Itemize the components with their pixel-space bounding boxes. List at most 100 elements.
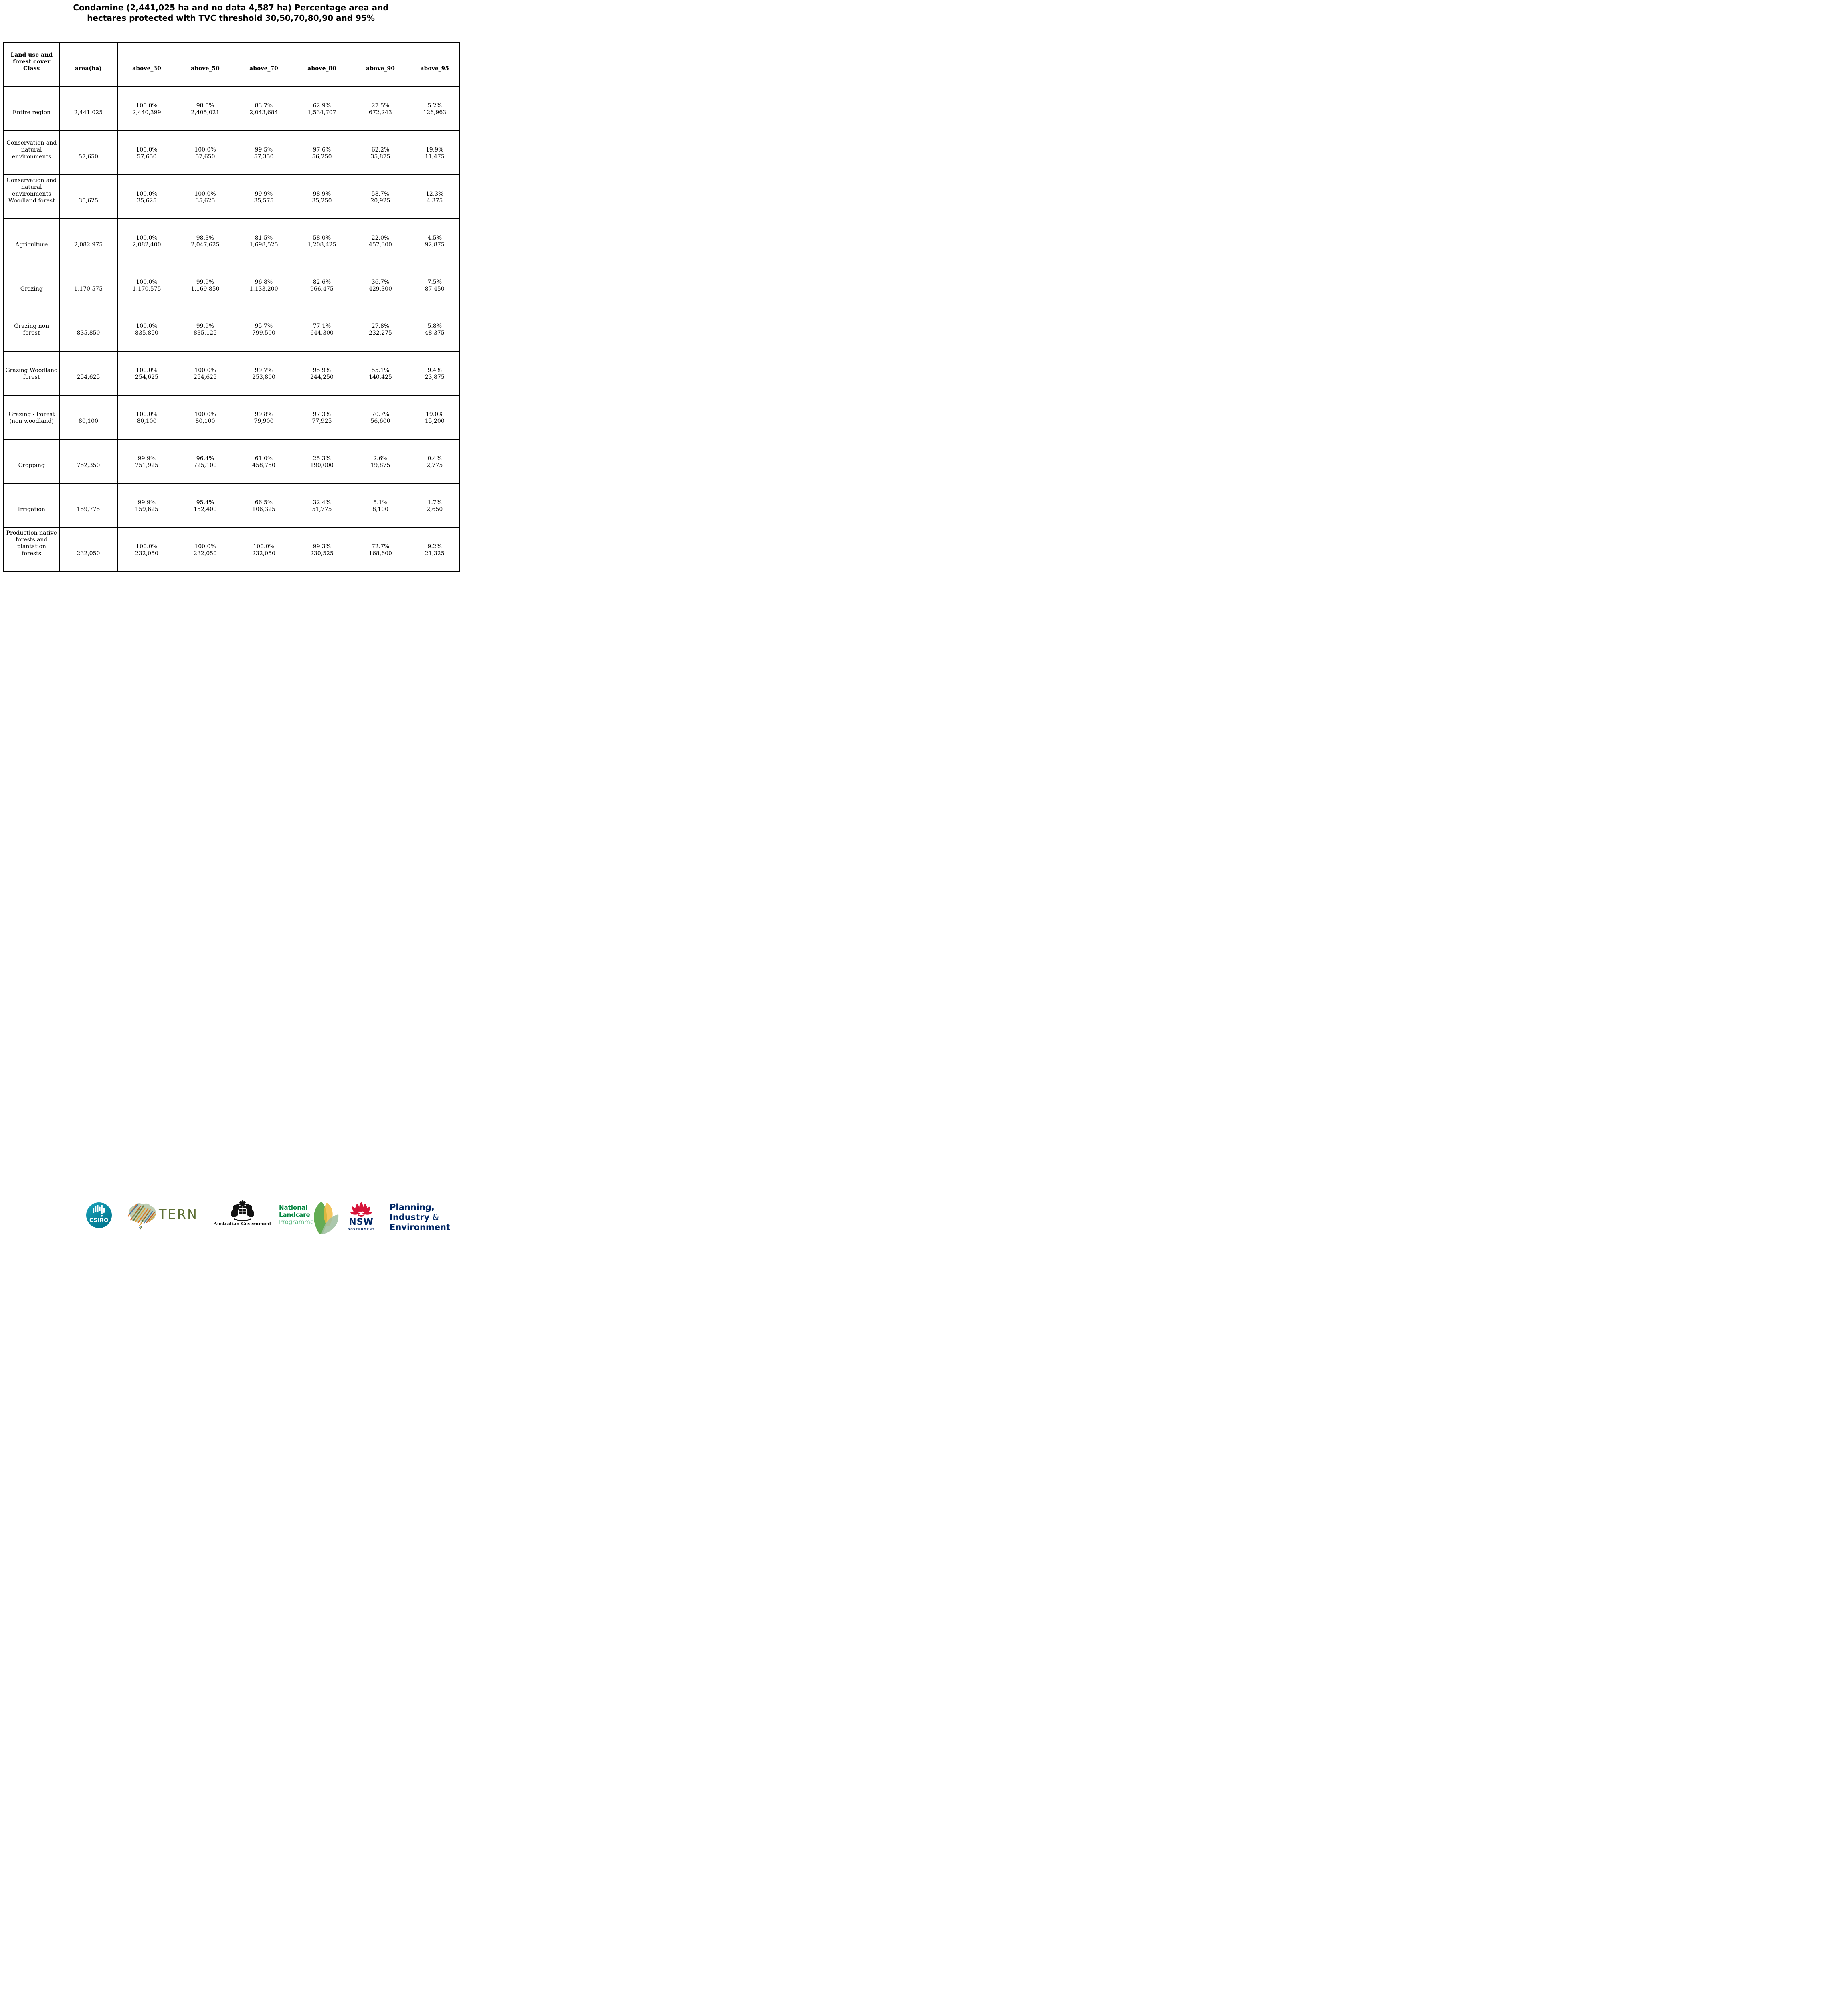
value-cell: 55.1% 140,425 bbox=[350, 351, 410, 396]
ha-value: 458,750 bbox=[252, 462, 275, 469]
class-cell: Conservation and natural environments Woodl… bbox=[3, 174, 60, 219]
table-row: Production native forests and plantation fo… bbox=[3, 527, 460, 572]
value-cell: 99.9% 35,575 bbox=[234, 174, 293, 219]
area-cell: 232,050 bbox=[59, 527, 118, 572]
value-cell: 97.6% 56,250 bbox=[293, 130, 351, 175]
ha-value: 230,525 bbox=[310, 550, 334, 557]
area-cell: 35,625 bbox=[59, 174, 118, 219]
table-row: Cropping 752,350 99.9% 751,925 96.4% 725,100 6… bbox=[3, 439, 460, 484]
ha-value: 79,900 bbox=[254, 418, 274, 424]
pct-value: 62.2% bbox=[371, 147, 390, 153]
value-cell: 99.9% 751,925 bbox=[117, 439, 176, 484]
pct-value: 22.0% bbox=[371, 235, 390, 241]
ha-value: 35,575 bbox=[254, 198, 274, 204]
ha-value: 429,300 bbox=[369, 286, 392, 292]
pct-value: 100.0% bbox=[194, 543, 216, 550]
class-line: Production native bbox=[6, 530, 57, 536]
table-row: Entire region 2,441,025 100.0% 2,440,399 98.… bbox=[3, 86, 460, 131]
pct-value: 98.5% bbox=[196, 103, 214, 109]
value-cell: 7.5% 87,450 bbox=[410, 263, 460, 307]
table-row: Grazing Woodland forest 254,625 100.0% 254,6… bbox=[3, 351, 460, 396]
pct-value: 99.8% bbox=[255, 411, 273, 418]
pct-value: 96.8% bbox=[255, 279, 273, 285]
value-cell: 2.6% 19,875 bbox=[350, 439, 410, 484]
pct-value: 72.7% bbox=[371, 543, 390, 550]
area-cell: 254,625 bbox=[59, 351, 118, 396]
class-line: plantation bbox=[17, 543, 46, 550]
tern-label: TERN bbox=[159, 1206, 198, 1222]
pct-value: 100.0% bbox=[136, 323, 158, 329]
ha-value: 644,300 bbox=[310, 330, 334, 336]
pct-value: 100.0% bbox=[253, 543, 275, 550]
value-cell: 4.5% 92,875 bbox=[410, 218, 460, 263]
ha-value: 57,650 bbox=[195, 154, 215, 160]
ha-value: 1,133,200 bbox=[249, 286, 278, 292]
value-cell: 97.3% 77,925 bbox=[293, 395, 351, 440]
australian-government-crest-icon bbox=[231, 1200, 254, 1221]
ha-value: 254,625 bbox=[135, 374, 158, 380]
landcare-leaves-icon bbox=[314, 1202, 339, 1234]
value-cell: 1.7% 2,650 bbox=[410, 483, 460, 528]
ha-value: 2,043,684 bbox=[249, 109, 278, 116]
pct-value: 4.5% bbox=[427, 235, 442, 241]
pct-value: 99.5% bbox=[255, 147, 273, 153]
ha-value: 1,169,850 bbox=[191, 286, 220, 292]
pct-value: 9.4% bbox=[427, 367, 442, 374]
pct-value: 62.9% bbox=[313, 103, 331, 109]
value-cell: 0.4% 2,775 bbox=[410, 439, 460, 484]
logo-strip: CSIRO TERN bbox=[0, 600, 462, 1234]
ha-value: 672,243 bbox=[369, 109, 392, 116]
pct-value: 99.3% bbox=[313, 543, 331, 550]
area-cell: 2,441,025 bbox=[59, 86, 118, 131]
ha-value: 35,250 bbox=[312, 198, 332, 204]
ha-value: 15,200 bbox=[425, 418, 445, 424]
value-cell: 62.2% 35,875 bbox=[350, 130, 410, 175]
ha-value: 8,100 bbox=[372, 506, 389, 513]
class-cell: Agriculture bbox=[3, 218, 60, 263]
value-cell: 100.0% 1,170,575 bbox=[117, 263, 176, 307]
australian-government-label: Australian Government bbox=[214, 1221, 271, 1226]
header-class-column: Land use and forest cover Class bbox=[3, 42, 60, 87]
value-cell: 61.0% 458,750 bbox=[234, 439, 293, 484]
ha-value: 80,100 bbox=[137, 418, 157, 424]
area-cell: 1,170,575 bbox=[59, 263, 118, 307]
header-class-line: forest cover bbox=[13, 58, 51, 65]
ha-value: 35,625 bbox=[195, 198, 215, 204]
value-cell: 100.0% 2,082,400 bbox=[117, 218, 176, 263]
area-cell: 80,100 bbox=[59, 395, 118, 440]
ha-value: 152,400 bbox=[194, 506, 217, 513]
value-cell: 100.0% 80,100 bbox=[117, 395, 176, 440]
ha-value: 140,425 bbox=[369, 374, 392, 380]
pct-value: 70.7% bbox=[371, 411, 390, 418]
value-cell: 27.5% 672,243 bbox=[350, 86, 410, 131]
value-cell: 5.2% 126,963 bbox=[410, 86, 460, 131]
class-line: natural bbox=[21, 184, 42, 190]
value-cell: 12.3% 4,375 bbox=[410, 174, 460, 219]
class-line: environments bbox=[12, 191, 51, 197]
pct-value: 100.0% bbox=[136, 235, 158, 241]
ha-value: 244,250 bbox=[310, 374, 334, 380]
header-col-above_95: above_95 bbox=[410, 42, 460, 87]
landcare-line-1: National bbox=[279, 1204, 308, 1211]
planning-line-2: Industry & bbox=[390, 1212, 439, 1222]
ha-value: 35,625 bbox=[137, 198, 157, 204]
class-line: (non woodland) bbox=[9, 418, 54, 424]
header-col-above_30: above_30 bbox=[117, 42, 176, 87]
tvc-protection-table: Land use and forest cover Class area(ha) abo… bbox=[3, 42, 460, 572]
header-class-line: Land use and bbox=[10, 51, 53, 58]
pct-value: 95.9% bbox=[313, 367, 331, 374]
value-cell: 77.1% 644,300 bbox=[293, 307, 351, 352]
ha-value: 1,534,707 bbox=[307, 109, 336, 116]
ha-value: 51,775 bbox=[312, 506, 332, 513]
pct-value: 77.1% bbox=[313, 323, 331, 329]
ha-value: 457,300 bbox=[369, 242, 392, 248]
pct-value: 95.7% bbox=[255, 323, 273, 329]
class-line: natural bbox=[21, 147, 42, 153]
pct-value: 36.7% bbox=[371, 279, 390, 285]
table-row: Irrigation 159,775 99.9% 159,625 95.4% 152,40… bbox=[3, 483, 460, 528]
table-row: Agriculture 2,082,975 100.0% 2,082,400 98.3%… bbox=[3, 218, 460, 263]
area-cell: 752,350 bbox=[59, 439, 118, 484]
class-line: Woodland forest bbox=[8, 198, 55, 204]
value-cell: 95.4% 152,400 bbox=[176, 483, 235, 528]
landcare-line-3: Programme bbox=[279, 1218, 314, 1226]
